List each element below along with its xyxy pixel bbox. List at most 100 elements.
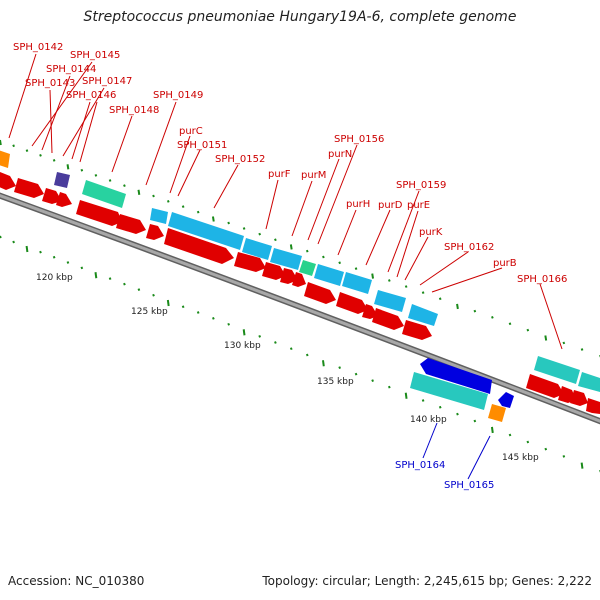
scale-tick [274,341,277,344]
scale-label: 120 kbp [36,273,73,283]
teal-feature [410,372,488,410]
scale-tick [526,328,530,332]
orange-feature [488,404,506,422]
scale-tick [438,297,442,301]
scale-tick [371,379,374,382]
scale-tick [181,305,185,309]
scale-tick [580,462,584,469]
scale-tick [52,158,56,162]
scale-label: 145 kbp [502,453,539,463]
scale-tick [39,250,42,254]
scale-tick [456,303,459,310]
cds-arrow [42,188,62,204]
scale-tick [562,455,566,458]
blue-feature [314,264,344,286]
scale-tick [123,282,126,286]
scale-tick [322,255,325,259]
gene-label: SPH_0144 [46,64,96,75]
scale-tick [227,221,230,225]
scale-tick [490,426,494,434]
cds-arrow [570,390,588,406]
scale-tick [404,392,408,399]
gene-label: purC [179,126,203,137]
green-feature [299,260,316,276]
scale-tick [421,399,425,402]
cds-arrow [76,200,122,226]
teal-feature [534,356,580,384]
scale-tick [491,316,494,319]
scale-tick [421,291,425,295]
scale-tick [371,273,375,279]
cds-arrow [372,308,404,330]
gene-label: purH [346,199,370,210]
gene-label: purK [419,227,443,238]
scale-tick [227,322,230,326]
cds-arrow [402,320,432,340]
gene-label: SPH_0146 [66,90,116,101]
scale-tick [580,348,584,351]
cds-arrow [0,172,16,190]
orange-feature [0,150,10,168]
scale-tick [137,189,141,195]
purple-feature [54,172,70,188]
gene-label: SPH_0142 [13,42,63,53]
genome-backbone [0,192,600,425]
blue-feature [168,212,244,250]
gene-label: SPH_0162 [444,242,494,253]
scale-tick [123,184,126,187]
scale-tick [387,279,391,282]
scale-tick [12,144,15,148]
scale-tick [166,299,170,307]
scale-tick [108,179,112,182]
scale-tick [0,139,2,146]
blue-feature [408,304,438,326]
scale-tick [94,272,98,279]
gene-label: SPH_0147 [82,76,132,87]
teal-feature [82,180,126,208]
scale-tick [338,261,341,265]
gene-label: SPH_0152 [215,154,265,165]
gene-label: purF [268,169,291,180]
scale-tick [387,385,391,389]
cds-arrow [116,214,146,234]
cds-arrow [280,268,298,284]
cds-arrow [234,252,266,272]
blue-feature [342,272,372,294]
scale-tick [196,311,200,314]
scale-tick [211,216,215,222]
cds-arrow [14,178,44,198]
scale-tick [473,419,477,423]
gene-label: SPH_0148 [109,105,159,116]
gene-label: SPH_0145 [70,50,120,61]
scale-tick [305,249,309,253]
scale-tick [25,149,29,152]
scale-tick [242,227,246,230]
cds-arrow [146,224,164,240]
gene-label: purD [378,200,403,211]
scale-tick [66,261,70,264]
scale-tick [562,341,566,345]
gene-label: SPH_0156 [334,134,384,145]
scale-tick [544,335,548,341]
scale-tick [438,405,442,409]
gene-label: SPH_0166 [517,274,567,285]
map-title: Streptococcus pneumoniae Hungary19A-6, c… [83,9,517,25]
gene-label: SPH_0151 [177,140,227,151]
scale-tick [354,372,358,376]
scale-tick [80,168,84,172]
blue-feature [242,238,272,260]
teal-feature [578,372,600,392]
blue-feature [374,290,406,312]
scale-tick [196,210,200,214]
cds-arrow [526,374,564,398]
cds-arrow [586,398,600,414]
scale-tick [66,164,70,170]
blue-feature [150,208,168,224]
gene-label: purN [328,149,352,160]
scale-label: 140 kbp [410,415,447,425]
gene-label: purM [301,170,326,181]
scale-tick [508,433,512,437]
gene-label: purB [493,258,517,269]
scale-tick [456,412,459,416]
cds-arrow [262,262,286,280]
